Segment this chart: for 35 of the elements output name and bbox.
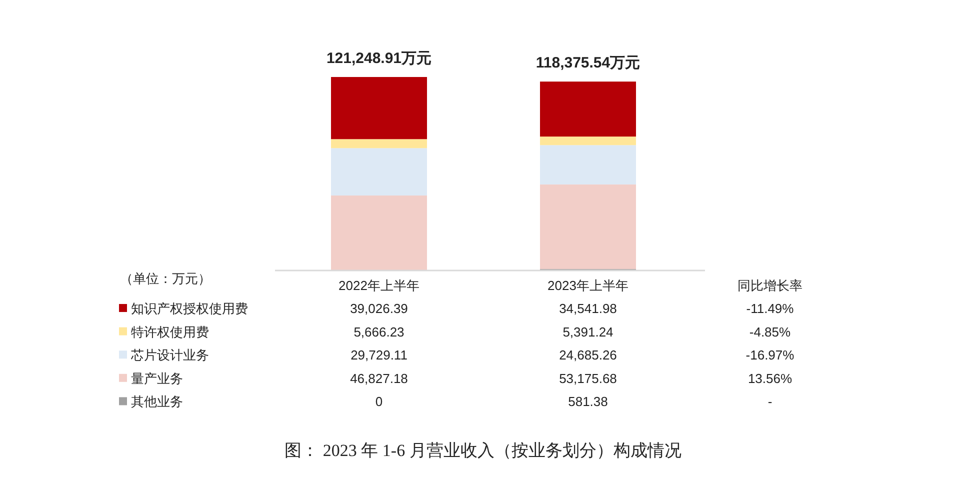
legend-label: 量产业务: [131, 370, 183, 386]
bar: [540, 136, 636, 146]
text: （单位：万元）: [120, 271, 211, 286]
text: -: [768, 394, 772, 410]
legend-label: 特许权使用费: [131, 324, 209, 340]
data-label: 581.38: [568, 394, 608, 410]
legend-label: 知识产权授权使用费: [131, 301, 248, 316]
data-label: 39,026.39: [350, 301, 408, 316]
bar: [540, 82, 636, 137]
data-label: 24,685.26: [559, 348, 617, 363]
data-label: 34,541.98: [559, 301, 617, 316]
text: -16.97%: [746, 348, 795, 363]
bar: [540, 184, 636, 270]
x-tick-label: 2022年上半年: [338, 278, 420, 293]
bar: [331, 148, 427, 196]
bar: [540, 145, 636, 184]
bar: [331, 195, 427, 270]
bar: [331, 77, 427, 140]
text: 同比增长率: [738, 278, 802, 293]
x-tick-label: 2023年上半年: [548, 278, 628, 293]
legend-label: 芯片设计业务: [130, 348, 209, 363]
total-label: 118,375.54万元: [536, 54, 640, 72]
text: 图： 2023 年 1-6 月营业收入（按业务划分）构成情况: [284, 441, 682, 460]
data-label: 5,391.24: [562, 324, 614, 340]
data-label: 53,175.68: [559, 370, 617, 386]
text: -4.85%: [749, 324, 792, 340]
text: -11.49%: [746, 301, 794, 316]
bar: [331, 139, 427, 148]
data-label: 29,729.11: [350, 348, 408, 363]
data-label: 46,827.18: [350, 370, 408, 386]
data-label: 0: [375, 394, 383, 410]
data-label: 5,666.23: [354, 324, 404, 340]
legend-label: 其他业务: [131, 394, 183, 410]
total-label: 121,248.91万元: [326, 50, 432, 67]
text: 13.56%: [748, 370, 792, 386]
